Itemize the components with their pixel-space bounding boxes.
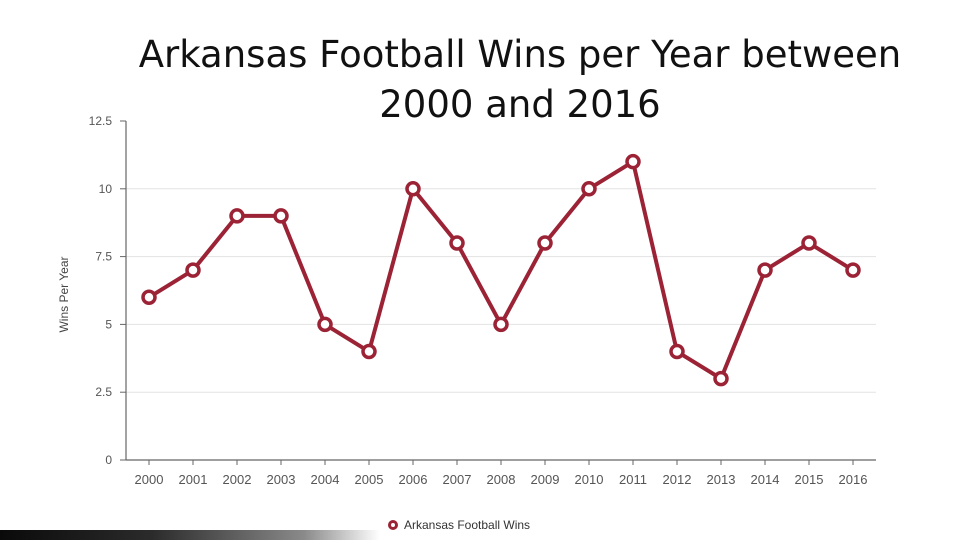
- x-tick-label: 2016: [839, 472, 868, 487]
- data-point: [317, 316, 333, 333]
- y-tick-label: 5: [105, 317, 112, 331]
- y-tick-label: 12.5: [89, 114, 113, 128]
- x-tick-label: 2000: [135, 472, 164, 487]
- y-tick-label: 2.5: [95, 385, 112, 399]
- x-tick-label: 2005: [355, 472, 384, 487]
- data-points: [141, 153, 861, 387]
- data-point: [273, 208, 289, 224]
- x-tick-label: 2001: [179, 472, 208, 487]
- data-point: [141, 289, 157, 306]
- x-tick-label: 2011: [619, 472, 647, 487]
- data-point: [801, 235, 817, 251]
- tick-labels: 0 2.5 5 7.5 10 12.5 2000 2001 2002 2003 2004 2005 20…: [57, 114, 867, 487]
- data-point: [229, 208, 245, 224]
- decorative-gradient-bar: [0, 530, 380, 540]
- data-point: [845, 262, 861, 278]
- data-point: [757, 262, 773, 278]
- x-tick-label: 2008: [487, 472, 516, 487]
- x-tick-label: 2007: [443, 472, 472, 487]
- x-tick-label: 2002: [223, 472, 252, 487]
- data-point: [713, 370, 729, 387]
- x-tick-label: 2015: [795, 472, 824, 487]
- axes: [120, 120, 876, 465]
- data-point: [405, 181, 421, 197]
- slide-title: Arkansas Football Wins per Year between …: [138, 33, 902, 126]
- legend-marker-icon: [388, 520, 398, 530]
- x-tick-label: 2006: [399, 472, 428, 487]
- legend: Arkansas Football Wins: [388, 516, 530, 534]
- series-line: [147, 159, 855, 381]
- x-tick-label: 2004: [311, 472, 340, 487]
- y-tick-label: 7.5: [95, 250, 112, 264]
- data-point: [669, 343, 685, 360]
- data-point: [581, 181, 597, 197]
- x-tick-label: 2003: [267, 472, 296, 487]
- x-tick-label: 2014: [751, 472, 780, 487]
- y-axis-title: Wins Per Year: [57, 256, 71, 332]
- x-tick-label: 2009: [531, 472, 560, 487]
- x-tick-label: 2012: [663, 472, 692, 487]
- grid-lines: [126, 188, 876, 393]
- y-tick-label: 0: [105, 453, 112, 467]
- x-tick-label: 2013: [707, 472, 736, 487]
- series-line-path: [147, 159, 855, 381]
- legend-label: Arkansas Football Wins: [404, 518, 531, 532]
- data-point: [449, 235, 465, 251]
- data-point: [361, 343, 377, 360]
- data-point: [185, 262, 201, 278]
- x-tick-label: 2010: [575, 472, 604, 487]
- data-point: [537, 235, 553, 251]
- y-tick-label: 10: [99, 182, 113, 196]
- data-point: [493, 316, 509, 333]
- data-point: [625, 153, 641, 170]
